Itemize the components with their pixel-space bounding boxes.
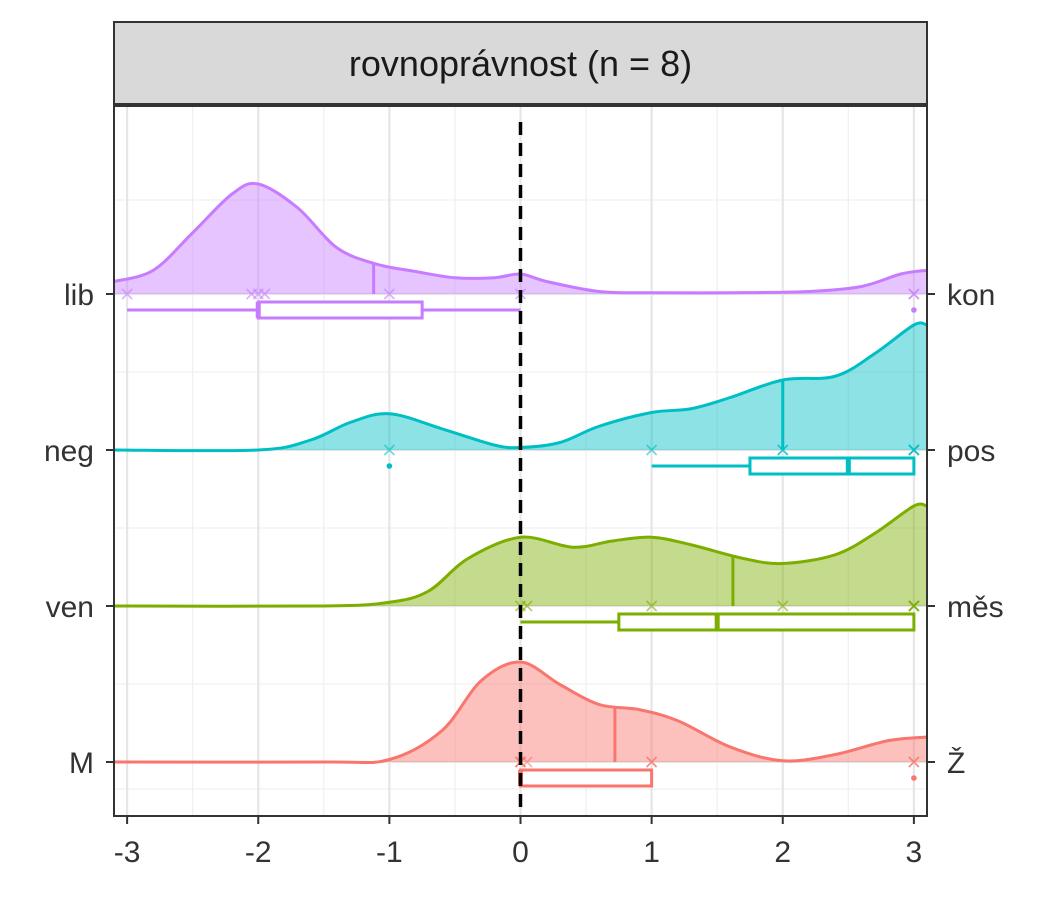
data-point xyxy=(521,756,533,768)
data-point xyxy=(777,444,789,456)
box-iqr xyxy=(617,612,916,632)
box-iqr xyxy=(748,456,916,476)
y-label-right: kon xyxy=(947,279,995,312)
y-label-left: M xyxy=(69,747,94,780)
density-line xyxy=(113,321,928,453)
facet-title: rovnoprávnost (n = 8) xyxy=(349,43,692,84)
box-outlier xyxy=(911,775,917,781)
data-point xyxy=(383,444,395,456)
density-area xyxy=(114,322,927,451)
data-point xyxy=(908,600,920,612)
y-label-right: měs xyxy=(947,591,1004,624)
x-tick-label: 3 xyxy=(906,836,923,869)
y-label-left: neg xyxy=(44,435,94,468)
y-label-left: ven xyxy=(46,591,94,624)
data-point xyxy=(646,756,658,768)
y-label-right: Ž xyxy=(947,747,965,780)
y-label-left: lib xyxy=(64,279,94,312)
facet-strip xyxy=(113,21,928,105)
box-iqr xyxy=(256,300,424,320)
density-area xyxy=(114,503,927,607)
data-point xyxy=(777,600,789,612)
density-line xyxy=(113,502,928,608)
x-tick-label: -1 xyxy=(376,836,403,869)
data-point xyxy=(121,288,133,300)
box-outlier xyxy=(911,307,917,313)
x-tick-label: -3 xyxy=(114,836,141,869)
density-line xyxy=(113,660,928,765)
x-tick-label: 1 xyxy=(643,836,660,869)
data-point xyxy=(646,444,658,456)
density-line xyxy=(113,181,928,295)
data-point xyxy=(521,600,533,612)
box-outlier xyxy=(386,463,393,469)
data-point xyxy=(383,288,395,300)
x-tick-label: 0 xyxy=(512,836,529,869)
data-point xyxy=(259,288,271,300)
x-tick-label: 2 xyxy=(774,836,791,869)
density-area xyxy=(114,183,927,294)
data-point xyxy=(908,288,920,300)
data-point xyxy=(646,600,658,612)
data-point xyxy=(908,444,920,456)
box-iqr xyxy=(519,768,654,788)
x-tick-label: -2 xyxy=(245,836,272,869)
boxplots xyxy=(127,300,917,788)
y-label-right: pos xyxy=(947,435,995,468)
data-point xyxy=(908,756,920,768)
